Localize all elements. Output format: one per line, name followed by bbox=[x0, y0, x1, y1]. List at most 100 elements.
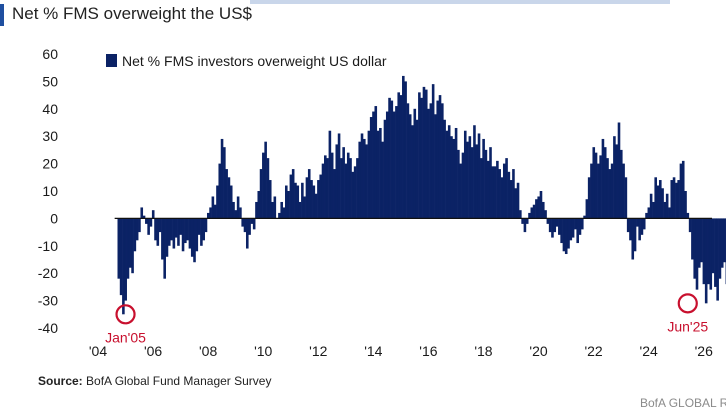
y-tick-label: 30 bbox=[42, 128, 58, 144]
bar bbox=[158, 218, 162, 233]
bar bbox=[156, 218, 160, 246]
bar bbox=[587, 177, 591, 219]
bar bbox=[576, 218, 579, 244]
bar bbox=[257, 191, 261, 219]
bar bbox=[411, 125, 414, 219]
bar bbox=[197, 218, 201, 235]
bar bbox=[333, 169, 336, 219]
bar bbox=[603, 147, 607, 219]
bar bbox=[564, 218, 568, 255]
bar bbox=[509, 180, 513, 219]
bar bbox=[562, 218, 566, 252]
bar bbox=[128, 218, 132, 268]
bar bbox=[314, 193, 318, 219]
bar bbox=[693, 218, 696, 279]
bar bbox=[544, 210, 547, 219]
bar bbox=[532, 204, 536, 219]
bar bbox=[241, 218, 244, 227]
bar bbox=[691, 218, 694, 260]
bar bbox=[285, 185, 288, 219]
bar bbox=[523, 218, 527, 233]
bar bbox=[548, 218, 552, 233]
bar bbox=[245, 218, 249, 249]
bar bbox=[626, 218, 630, 233]
bar bbox=[301, 182, 304, 219]
bar bbox=[349, 158, 352, 219]
bar bbox=[610, 163, 614, 219]
bar bbox=[351, 171, 355, 219]
bar bbox=[645, 212, 648, 219]
bar bbox=[640, 218, 644, 235]
bar bbox=[346, 152, 350, 219]
y-tick-label: -40 bbox=[38, 320, 58, 336]
bar bbox=[324, 155, 327, 219]
x-tick-label: '12 bbox=[309, 343, 327, 359]
bar bbox=[431, 84, 435, 219]
bar bbox=[385, 111, 389, 219]
bar bbox=[209, 207, 212, 219]
bar bbox=[535, 199, 538, 219]
bar bbox=[402, 75, 405, 219]
bar bbox=[716, 218, 719, 301]
x-tick-label: '06 bbox=[144, 343, 162, 359]
bar bbox=[266, 158, 270, 219]
bar bbox=[606, 158, 609, 219]
chart-title: Net % FMS overweight the US$ bbox=[12, 4, 252, 23]
fms-usd-chart: 60 50 40 30 20 10 0 -10 -20 -30 -40 '04 '06 '08 '10 '12… bbox=[38, 46, 726, 359]
bar bbox=[229, 185, 233, 219]
source-label: Source: bbox=[38, 374, 83, 388]
bar bbox=[599, 155, 602, 219]
bar bbox=[436, 100, 440, 219]
bar bbox=[186, 218, 189, 241]
bar bbox=[470, 147, 474, 219]
bar bbox=[206, 212, 210, 219]
bar bbox=[558, 218, 561, 235]
bar bbox=[317, 180, 320, 219]
bar bbox=[525, 218, 529, 224]
bar bbox=[656, 185, 660, 219]
bar bbox=[319, 174, 323, 219]
bar bbox=[505, 158, 508, 219]
bar bbox=[177, 218, 180, 246]
bar bbox=[124, 218, 127, 301]
bar bbox=[574, 218, 577, 230]
bar bbox=[365, 144, 368, 219]
bar bbox=[140, 207, 144, 219]
bar bbox=[358, 141, 362, 219]
bar bbox=[149, 218, 153, 227]
bar bbox=[328, 130, 332, 219]
annotation-label: Jun'25 bbox=[667, 318, 708, 334]
bar bbox=[686, 212, 690, 219]
bar bbox=[202, 218, 205, 241]
bar bbox=[271, 201, 274, 219]
bar bbox=[450, 136, 453, 219]
bar bbox=[268, 180, 272, 219]
bar bbox=[590, 163, 593, 219]
legend-swatch bbox=[106, 54, 117, 67]
bar bbox=[248, 218, 251, 235]
chart-bars bbox=[117, 75, 726, 315]
bar bbox=[236, 196, 240, 219]
bar bbox=[578, 218, 582, 235]
bar bbox=[486, 160, 490, 219]
x-tick-label: '22 bbox=[584, 343, 602, 359]
annotation-circle bbox=[115, 304, 136, 325]
bar bbox=[374, 106, 378, 219]
bar bbox=[216, 185, 219, 219]
bar bbox=[720, 218, 724, 268]
bar bbox=[307, 169, 311, 219]
bar bbox=[475, 144, 479, 219]
bar bbox=[225, 169, 228, 219]
y-tick-label: 0 bbox=[50, 210, 58, 226]
bar bbox=[709, 218, 713, 290]
bar bbox=[571, 218, 575, 238]
bar bbox=[142, 215, 146, 219]
bar bbox=[707, 218, 710, 285]
bar bbox=[679, 163, 683, 219]
y-tick-label: 60 bbox=[42, 46, 58, 62]
bar bbox=[659, 180, 662, 219]
bar bbox=[615, 144, 618, 219]
bar bbox=[567, 218, 570, 249]
bar bbox=[291, 169, 295, 219]
bar bbox=[583, 215, 586, 219]
